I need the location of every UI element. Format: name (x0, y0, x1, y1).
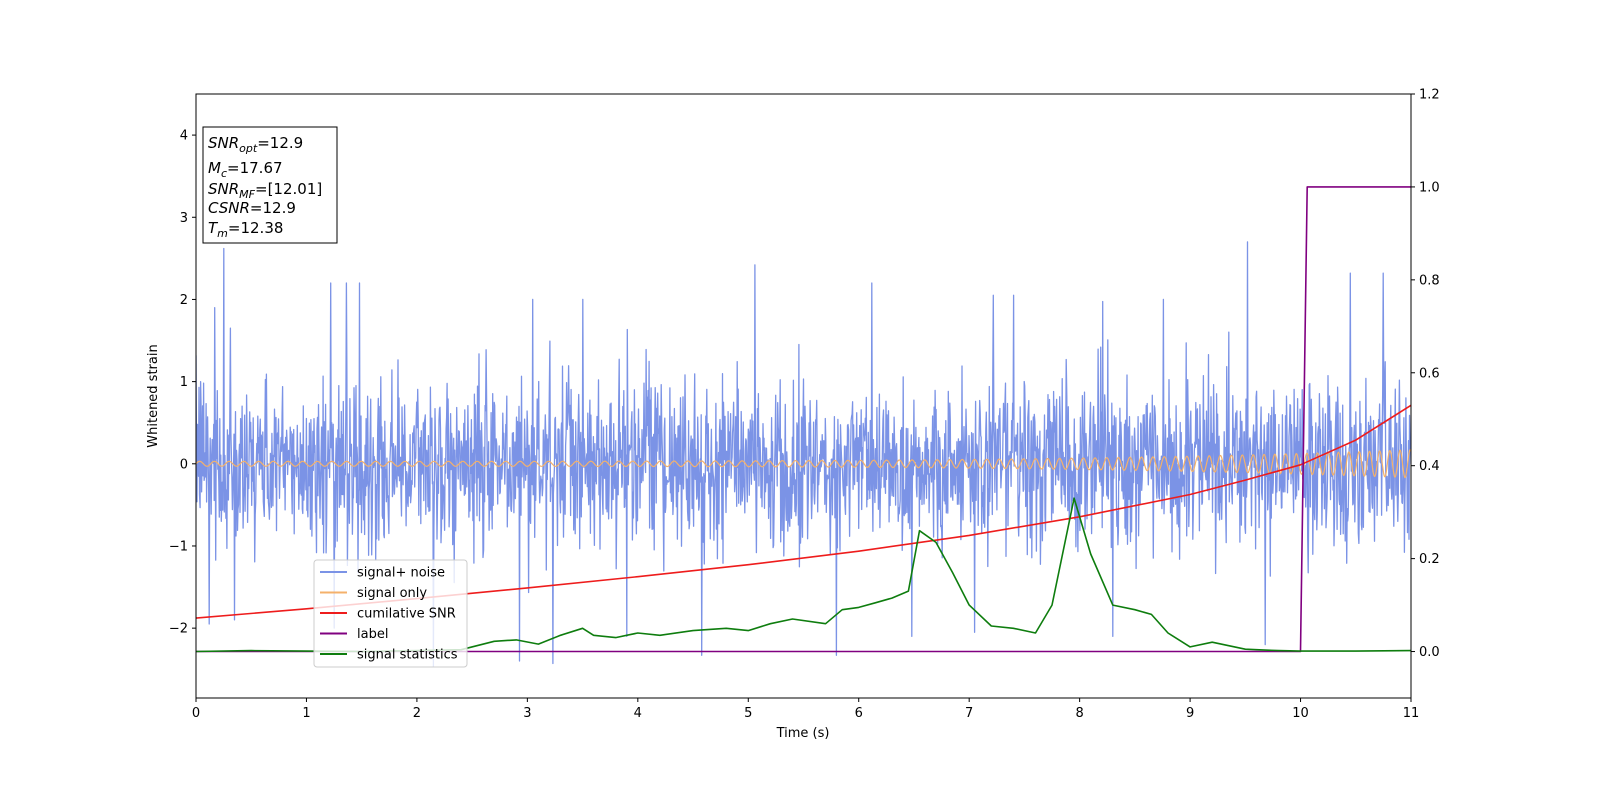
x-tick-label: 9 (1186, 706, 1194, 721)
y2-tick-label: 0.2 (1419, 552, 1440, 567)
plot-frame (195, 93, 1412, 699)
x-tick-label: 4 (634, 706, 642, 721)
legend-entry: signal+ noise (357, 566, 445, 581)
annotation-line: Mc=17.67 (208, 159, 283, 180)
y2-tick-label: 0.6 (1419, 366, 1440, 381)
x-tick-label: 8 (1075, 706, 1083, 721)
legend: signal+ noise signal only cumilative SNR la… (313, 559, 468, 668)
axes: 0 1 2 3 4 5 6 7 8 9 10 11 −2 −1 0 1 2 3 4 0.0 0.2 0.4 0.6 0.8 1.… (169, 88, 1440, 722)
legend-entry: label (357, 627, 388, 642)
legend-entry: signal statistics (357, 648, 458, 663)
x-tick-label: 1 (302, 706, 310, 721)
x-tick-label: 3 (523, 706, 531, 721)
annotation-box: SNRopt=12.9 Mc=17.67SNRMF=[12.01]CSNR=12.… (202, 126, 338, 244)
y-tick-label: −1 (169, 539, 188, 554)
y-tick-label: 4 (180, 129, 188, 144)
y2-tick-label: 0.0 (1419, 645, 1440, 660)
y-axis-label: Whitened strain (146, 344, 161, 447)
annotation-line: CSNR=12.9 (208, 199, 296, 217)
y-tick-label: 1 (180, 375, 188, 390)
legend-frame (313, 559, 468, 668)
series-label-line (196, 186, 1411, 653)
y-tick-label: 2 (180, 293, 188, 308)
legend-entry: signal only (357, 586, 427, 601)
x-axis-label: Time (s) (776, 726, 830, 741)
legend-entry: cumilative SNR (357, 607, 456, 622)
y2-tick-label: 0.8 (1419, 273, 1440, 288)
x-tick-label: 2 (413, 706, 421, 721)
x-tick-label: 11 (1403, 706, 1420, 721)
y-tick-label: 0 (180, 457, 188, 472)
y2-tick-label: 1.0 (1419, 180, 1440, 195)
y2-tick-label: 1.2 (1419, 88, 1440, 103)
x-tick-label: 5 (744, 706, 752, 721)
series-signal-only-line (196, 449, 1411, 479)
annotation-frame (202, 126, 338, 244)
series-signal-statistics-line (196, 497, 1411, 653)
x-tick-label: 10 (1292, 706, 1309, 721)
x-tick-label: 7 (965, 706, 973, 721)
annotation-line: Tm=12.38 (208, 219, 283, 240)
series-signal-noise-line (196, 241, 1411, 668)
y2-tick-label: 0.4 (1419, 459, 1440, 474)
x-tick-label: 6 (855, 706, 863, 721)
x-tick-label: 0 (192, 706, 200, 721)
annotation-line: SNRMF=[12.01] (208, 180, 322, 201)
annotation-line: SNRopt=12.9 (208, 134, 303, 155)
y-tick-label: 3 (180, 211, 188, 226)
y-tick-label: −2 (169, 622, 188, 637)
